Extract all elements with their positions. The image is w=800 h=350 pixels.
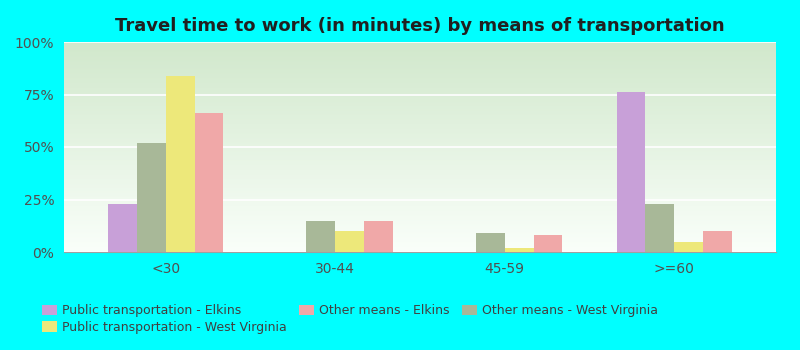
Bar xyxy=(646,204,674,252)
Bar xyxy=(137,143,166,252)
Title: Travel time to work (in minutes) by means of transportation: Travel time to work (in minutes) by mean… xyxy=(115,17,725,35)
Bar xyxy=(703,231,732,252)
Bar xyxy=(364,220,393,252)
Legend: Public transportation - Elkins, Public transportation - West Virginia, Other mea: Public transportation - Elkins, Public t… xyxy=(42,304,658,334)
Bar xyxy=(194,113,223,252)
Bar xyxy=(534,235,562,252)
Bar xyxy=(306,220,335,252)
Bar xyxy=(505,248,534,252)
Bar xyxy=(674,241,703,252)
Bar xyxy=(476,233,505,252)
Bar xyxy=(335,231,364,252)
Bar xyxy=(108,204,137,252)
Bar xyxy=(166,76,194,252)
Bar xyxy=(617,92,646,252)
